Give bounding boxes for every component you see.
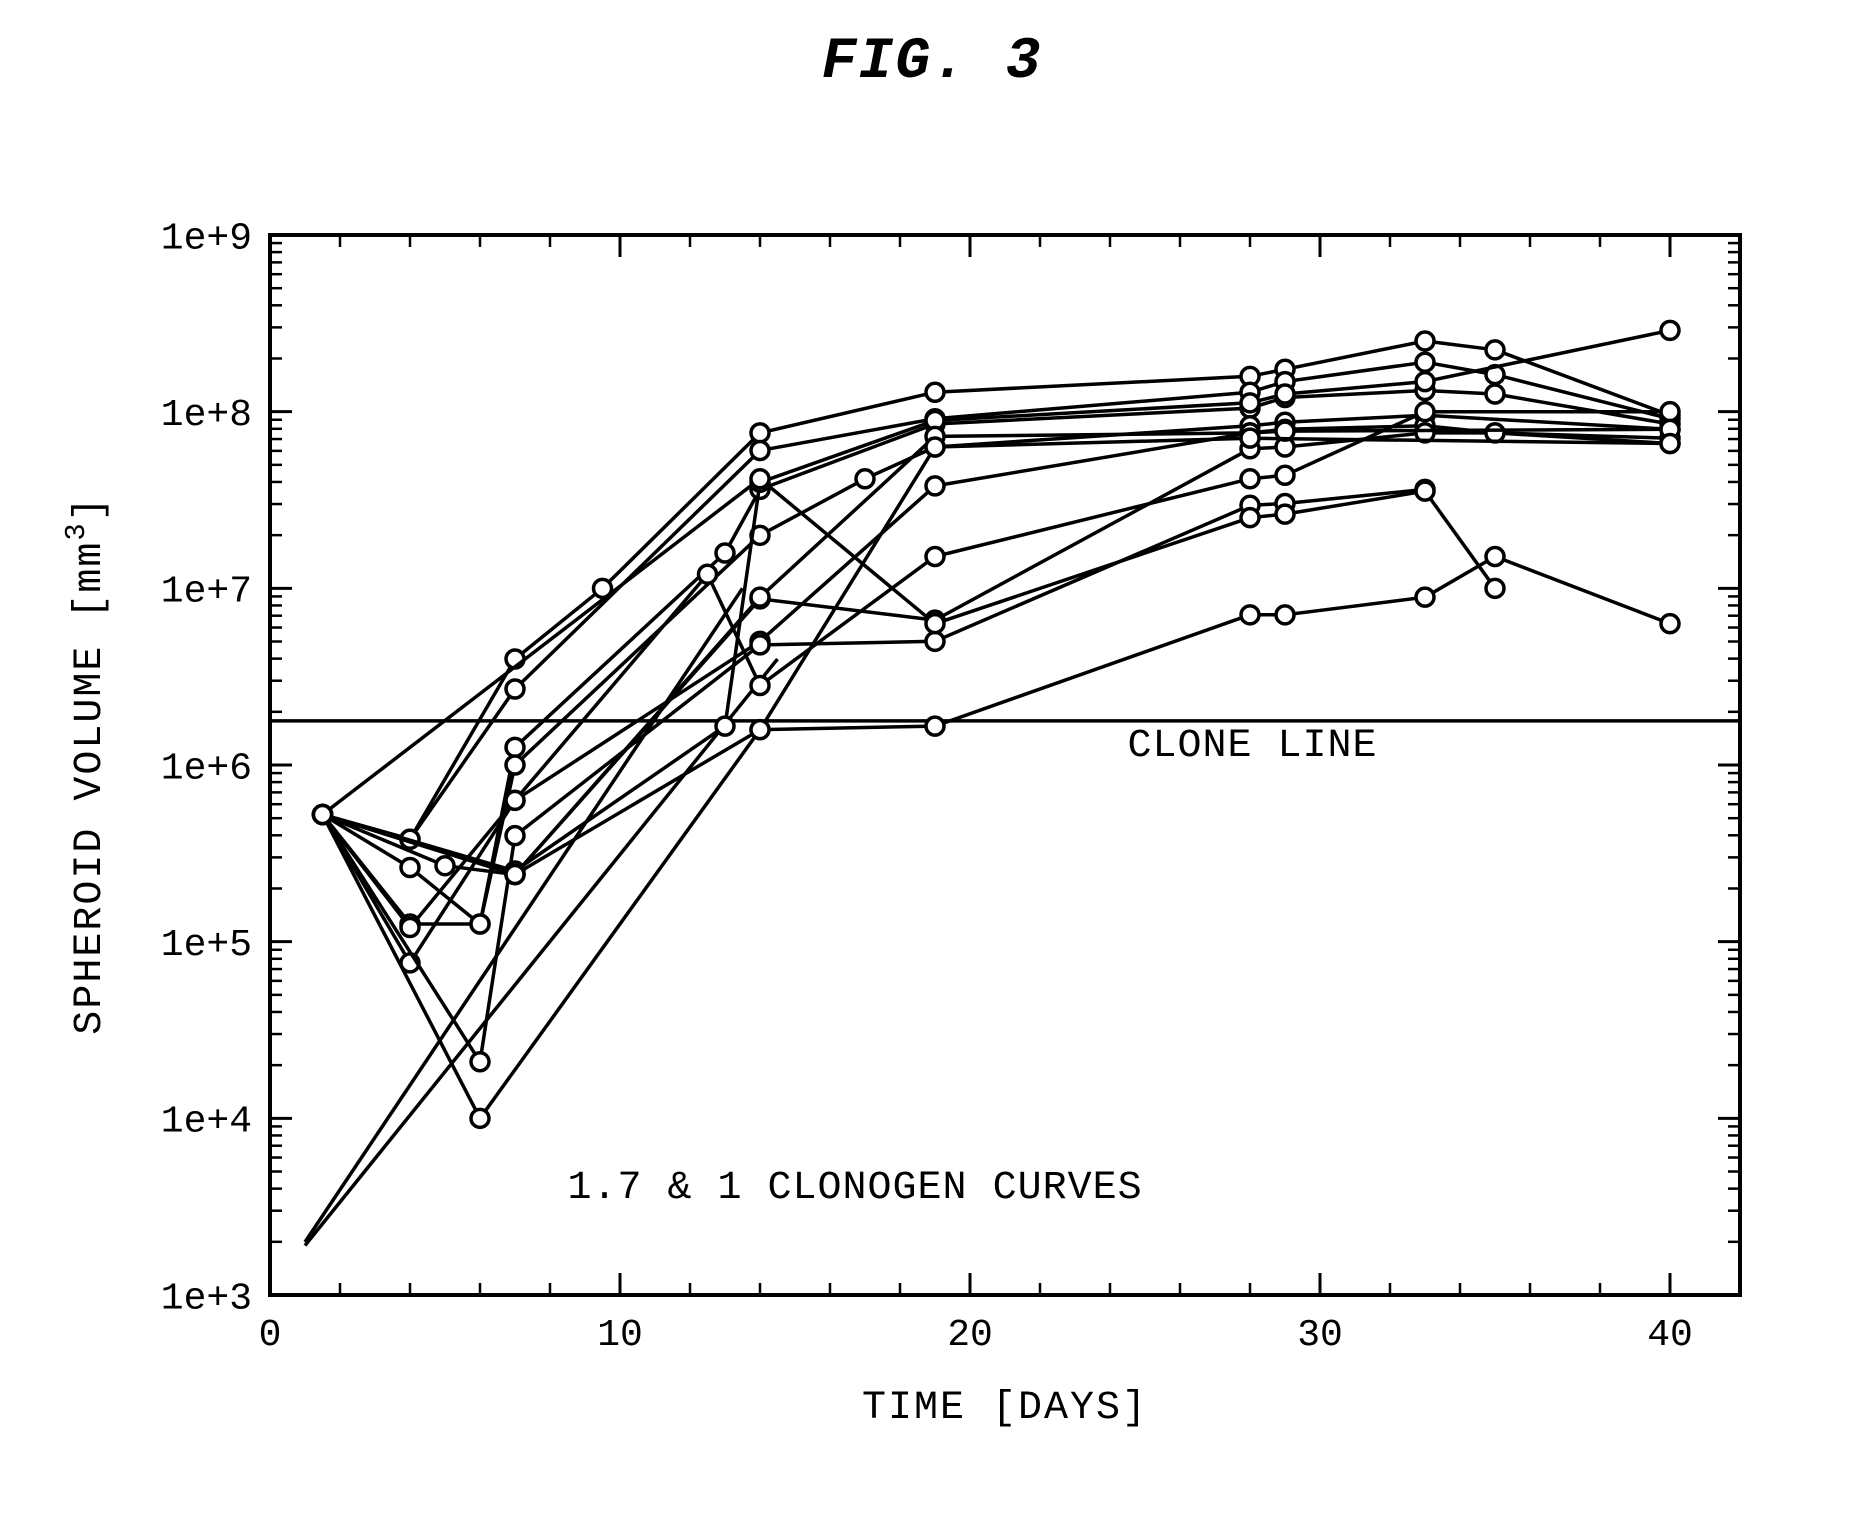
data-series (323, 489, 1426, 1061)
data-marker (926, 615, 944, 633)
data-marker (1661, 403, 1679, 421)
data-marker (1661, 434, 1679, 452)
data-marker (471, 1109, 489, 1127)
xtick-label: 0 (259, 1314, 282, 1357)
page: FIG. 3 1e+31e+41e+51e+61e+71e+81e+901020… (0, 0, 1864, 1531)
ytick-label: 1e+6 (161, 747, 252, 790)
data-marker (401, 919, 419, 937)
data-marker (1276, 466, 1294, 484)
data-marker (1416, 403, 1434, 421)
data-marker (506, 827, 524, 845)
data-marker (751, 442, 769, 460)
data-marker (751, 677, 769, 695)
data-marker (1276, 606, 1294, 624)
data-marker (1661, 615, 1679, 633)
data-marker (926, 632, 944, 650)
ytick-label: 1e+4 (161, 1101, 252, 1144)
data-marker (471, 915, 489, 933)
data-series (323, 433, 1671, 875)
clonogen-label: 1.7 & 1 CLONOGEN CURVES (568, 1166, 1143, 1211)
data-marker (1486, 424, 1504, 442)
data-marker (716, 544, 734, 562)
data-series (323, 426, 1671, 928)
clonogen-curve (305, 659, 778, 1246)
ytick-label: 1e+3 (161, 1277, 252, 1320)
data-marker (1241, 509, 1259, 527)
data-marker (506, 680, 524, 698)
plot-frame (270, 235, 1740, 1295)
data-marker (856, 470, 874, 488)
data-marker (751, 721, 769, 739)
data-marker (751, 470, 769, 488)
x-axis-label: TIME [DAYS] (862, 1386, 1148, 1431)
data-marker (1416, 482, 1434, 500)
ytick-label: 1e+7 (161, 571, 252, 614)
data-marker (699, 565, 717, 583)
data-marker (506, 866, 524, 884)
data-marker (436, 857, 454, 875)
xtick-label: 40 (1647, 1314, 1693, 1357)
data-marker (1241, 606, 1259, 624)
data-marker (926, 717, 944, 735)
data-series (323, 415, 1671, 924)
data-marker (716, 717, 734, 735)
data-marker (1241, 429, 1259, 447)
data-marker (506, 738, 524, 756)
ytick-label: 1e+5 (161, 924, 252, 967)
data-marker (1241, 470, 1259, 488)
data-marker (401, 858, 419, 876)
data-marker (471, 1053, 489, 1071)
data-marker (1486, 341, 1504, 359)
data-marker (1486, 579, 1504, 597)
data-marker (1416, 588, 1434, 606)
data-marker (926, 477, 944, 495)
spheroid-volume-chart: 1e+3 1e+4 1e+5 1e+6 1e+7 1e+8 1e+9 0 10 20 30 40 TIM… (0, 0, 1864, 1531)
data-marker (1486, 548, 1504, 566)
clone-line-label: CLONE LINE (1128, 724, 1378, 769)
data-marker (1486, 385, 1504, 403)
data-marker (1241, 394, 1259, 412)
data-marker (1661, 321, 1679, 339)
data-marker (926, 438, 944, 456)
ytick-label: 1e+9 (161, 217, 252, 260)
data-marker (751, 424, 769, 442)
data-marker (1416, 353, 1434, 371)
data-marker (1416, 332, 1434, 350)
y-axis-label-group: SPHEROID VOLUME [mm3] (60, 495, 113, 1034)
xtick-label: 30 (1297, 1314, 1343, 1357)
data-marker (1276, 385, 1294, 403)
data-marker (751, 588, 769, 606)
xtick-label: 20 (947, 1314, 993, 1357)
data-marker (926, 548, 944, 566)
data-marker (506, 756, 524, 774)
data-marker (506, 791, 524, 809)
data-marker (314, 805, 332, 823)
data-marker (926, 383, 944, 401)
data-marker (1276, 505, 1294, 523)
chart-container: 1e+3 1e+4 1e+5 1e+6 1e+7 1e+8 1e+9 0 10 20 30 40 TIM… (0, 0, 1864, 1531)
data-marker (1416, 373, 1434, 391)
ytick-label: 1e+8 (161, 394, 252, 437)
data-marker (751, 636, 769, 654)
y-axis-label: SPHEROID VOLUME [mm3] (60, 495, 113, 1034)
xtick-label: 10 (597, 1314, 643, 1357)
